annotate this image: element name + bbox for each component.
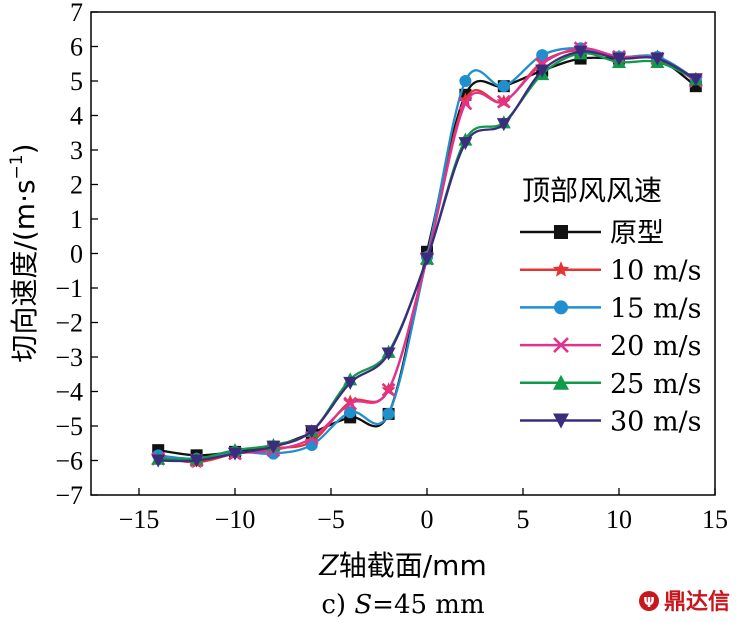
y-tick-label: 4 [70, 102, 83, 131]
legend-label: 原型 [610, 218, 664, 249]
x-marker [553, 337, 569, 354]
x-tick-label: 0 [421, 505, 434, 534]
triangle-down-marker [458, 137, 473, 151]
y-tick-label: −2 [55, 309, 83, 338]
legend-entry: 10 m/s [520, 256, 702, 287]
triangle-down-marker [612, 52, 626, 66]
circle-marker [554, 300, 568, 315]
legend-label: 15 m/s [610, 293, 702, 324]
watermark-text: 鼎达信 [664, 589, 730, 615]
x-marker [458, 96, 473, 111]
y-tick-label: 1 [70, 205, 83, 234]
y-tick-label: −5 [55, 412, 83, 441]
y-tick-label: 3 [70, 136, 83, 165]
legend-label: 30 m/s [610, 407, 702, 438]
x-tick-label: −5 [317, 505, 345, 534]
triangle-down-marker [573, 45, 588, 59]
circle-marker [536, 49, 549, 62]
star-marker [552, 261, 570, 277]
triangle-down-marker [535, 64, 550, 78]
circle-marker [382, 407, 395, 420]
x-tick-label: 15 [702, 505, 728, 534]
y-axis-title-sup: −1 [7, 154, 27, 179]
y-tick-label: −4 [55, 378, 83, 407]
legend-label: 20 m/s [610, 331, 702, 362]
y-tick-label: 2 [70, 171, 83, 200]
x-tick-label: 10 [606, 505, 632, 534]
x-tick-label: 5 [517, 505, 530, 534]
y-tick-label: 6 [70, 33, 83, 62]
y-tick-label: −3 [55, 343, 83, 372]
triangle-down-marker [304, 425, 319, 439]
triangle-down-marker [343, 376, 358, 390]
triangle-down-marker [688, 73, 703, 87]
y-tick-label: 7 [70, 0, 83, 27]
caption-var: S [354, 590, 372, 620]
legend-title: 顶部风风速 [522, 174, 662, 207]
series-layer [151, 41, 703, 469]
circle-marker [497, 80, 510, 93]
watermark: Ψ 鼎达信 [639, 589, 730, 615]
figure-caption: c) S=45 mm [321, 590, 484, 620]
triangle-up-marker [553, 374, 569, 390]
star-marker [343, 394, 358, 408]
x-axis-title: Z轴截面/mm [318, 549, 486, 582]
y-axis-title-main: 切向速度/(m·s [8, 179, 41, 362]
triangle-down-marker [266, 440, 281, 454]
legend-entry: 原型 [520, 218, 664, 249]
legend: 原型 10 m/s 15 m/s 20 m/s 25 m/s 30 m/s [520, 218, 702, 438]
y-tick-label: −6 [55, 447, 83, 476]
series-triangle-down [151, 45, 703, 468]
x-axis-title-var: Z [318, 549, 339, 582]
circle-marker [344, 406, 357, 419]
x-tick-label: −15 [119, 505, 160, 534]
x-tick-label: −10 [215, 505, 256, 534]
triangle-down-marker [381, 347, 396, 361]
star-marker [458, 92, 473, 107]
caption-rest: =45 mm [372, 590, 484, 620]
legend-entry: 15 m/s [520, 293, 702, 324]
y-tick-label: −1 [55, 274, 83, 303]
legend-label: 25 m/s [610, 369, 702, 400]
legend-entry: 25 m/s [520, 369, 702, 400]
plot-frame [90, 11, 716, 496]
y-tick-label: −7 [55, 481, 83, 510]
x-marker [496, 94, 511, 109]
triangle-down-marker [151, 454, 166, 468]
x-marker [381, 382, 396, 397]
legend-label: 10 m/s [610, 256, 702, 287]
watermark-logo-icon [639, 591, 659, 611]
legend-entry: 30 m/s [520, 407, 702, 438]
square-marker [554, 225, 568, 239]
y-tick-label: 5 [70, 67, 83, 96]
y-tick-label: 0 [70, 240, 83, 269]
triangle-down-marker [553, 413, 569, 429]
triangle-down-marker [420, 252, 434, 266]
y-axis-title-close: ) [8, 143, 41, 154]
y-axis-title: 切向速度/(m·s−1) [7, 143, 41, 362]
triangle-down-marker [228, 447, 242, 461]
legend-entry: 20 m/s [520, 331, 702, 362]
circle-marker [459, 75, 472, 87]
triangle-down-marker [496, 118, 511, 132]
x-axis-title-rest: 轴截面/mm [339, 549, 487, 582]
watermark-logo-glyph: Ψ [643, 596, 654, 611]
triangle-down-marker [189, 454, 204, 468]
x-marker [343, 396, 358, 411]
triangle-down-marker [650, 52, 665, 66]
caption-prefix: c) [321, 590, 354, 620]
